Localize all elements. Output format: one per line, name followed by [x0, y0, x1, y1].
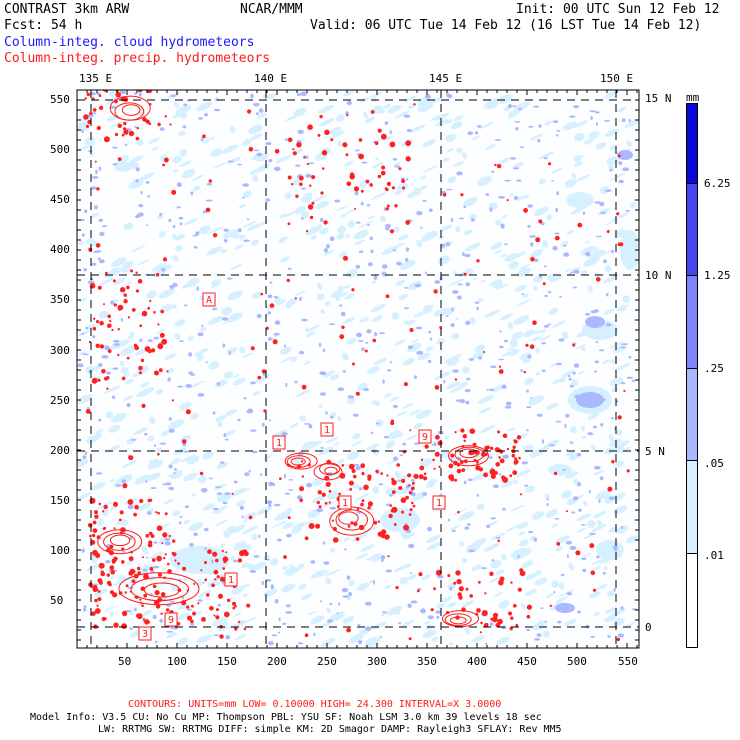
- x-tick-label: 50: [118, 655, 132, 668]
- contour-box-label: 1: [224, 572, 238, 587]
- box-labels: A 1 1 9 1 1 1 3 9: [138, 292, 446, 641]
- y-tick-label: 250: [50, 394, 70, 407]
- svg-text:1: 1: [228, 575, 234, 586]
- contour-box-label: 1: [432, 495, 446, 510]
- valid-time: Valid: 06 UTC Tue 14 Feb 12 (16 LST Tue …: [310, 18, 702, 33]
- lat-label-15n: 15 N: [645, 92, 672, 105]
- lon-label-150: 150 E: [600, 72, 634, 85]
- y-tick-label: 200: [50, 444, 70, 457]
- y-tick-label: 300: [50, 344, 70, 357]
- legend-label-.01: .01: [704, 549, 724, 562]
- lat-lon-grid: [77, 90, 639, 648]
- contour-box-label: 1: [320, 422, 334, 437]
- legend-colorbar: [686, 103, 698, 648]
- svg-text:1: 1: [276, 438, 282, 449]
- contours-info: CONTOURS: UNITS=mm LOW= 0.10000 HIGH= 24…: [128, 699, 502, 710]
- svg-text:9: 9: [422, 432, 428, 443]
- lat-label-10n: 10 N: [645, 269, 672, 282]
- lat-label-5n: 5 N: [645, 445, 665, 458]
- model-info-line2: LW: RRTMG SW: RRTMG DIFF: simple KM: 2D …: [98, 724, 562, 735]
- x-tick-label: 150: [217, 655, 237, 668]
- svg-text:1: 1: [436, 498, 442, 509]
- legend-unit: mm: [686, 91, 700, 104]
- lon-label-140: 140 E: [254, 72, 288, 85]
- svg-text:3: 3: [142, 629, 148, 640]
- y-tick-label: 150: [50, 494, 70, 507]
- x-tick-label: 100: [167, 655, 187, 668]
- svg-text:1: 1: [342, 498, 348, 509]
- contour-box-label: A: [202, 292, 216, 307]
- x-tick-label: 400: [467, 655, 487, 668]
- x-tick-label: 300: [367, 655, 387, 668]
- lon-label-145: 145 E: [429, 72, 463, 85]
- contour-box-label: 1: [272, 435, 286, 450]
- x-tick-label: 250: [317, 655, 337, 668]
- contour-box-label: 3: [138, 626, 152, 641]
- forecast-hour: Fcst: 54 h: [4, 18, 83, 33]
- field-layer: [77, 90, 639, 648]
- field-precip-label: Column-integ. precip. hydrometeors: [4, 51, 271, 66]
- y-tick-label: 50: [50, 594, 64, 607]
- svg-text:9: 9: [168, 615, 174, 626]
- lon-label-135: 135 E: [79, 72, 113, 85]
- x-tick-label: 450: [517, 655, 537, 668]
- y-tick-label: 350: [50, 293, 70, 306]
- contour-box-label: 1: [338, 495, 352, 510]
- init-time: Init: 00 UTC Sun 12 Feb 12: [516, 2, 720, 17]
- y-tick-label: 450: [50, 193, 70, 206]
- plot-frame: [76, 89, 640, 649]
- legend-swatch-5: [687, 104, 697, 183]
- y-tick-label: 550: [50, 93, 70, 106]
- svg-text:1: 1: [324, 425, 330, 436]
- model-title: CONTRAST 3km ARW: [4, 2, 130, 17]
- lat-label-0: 0: [645, 621, 652, 634]
- legend-label-6.25: 6.25: [704, 177, 731, 190]
- legend-label-1.25: 1.25: [704, 269, 731, 282]
- contour-box-label: 9: [164, 612, 178, 627]
- legend-swatch-4: [687, 183, 697, 275]
- legend-swatch-0: [687, 553, 697, 646]
- legend-label-.25: .25: [704, 362, 724, 375]
- x-tick-label: 200: [267, 655, 287, 668]
- y-tick-label: 100: [50, 544, 70, 557]
- model-info-line1: Model Info: V3.5 CU: No Cu MP: Thompson …: [30, 712, 542, 723]
- legend-swatch-1: [687, 460, 697, 553]
- x-tick-label: 500: [567, 655, 587, 668]
- x-tick-label: 350: [417, 655, 437, 668]
- y-tick-label: 500: [50, 143, 70, 156]
- org-label: NCAR/MMM: [240, 2, 303, 17]
- x-tick-label: 550: [618, 655, 638, 668]
- legend-swatch-2: [687, 368, 697, 460]
- field-cloud-label: Column-integ. cloud hydrometeors: [4, 35, 255, 50]
- svg-text:A: A: [206, 295, 212, 306]
- legend-label-.05: .05: [704, 457, 724, 470]
- legend-swatch-3: [687, 275, 697, 368]
- y-tick-label: 400: [50, 243, 70, 256]
- contour-box-label: 9: [418, 429, 432, 444]
